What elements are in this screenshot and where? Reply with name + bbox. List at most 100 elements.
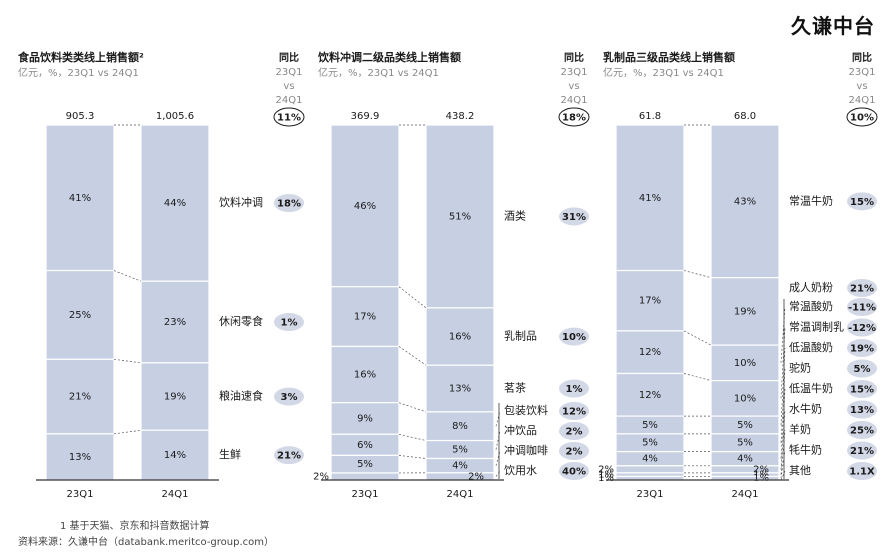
segment-value-label: 19%	[734, 306, 756, 317]
segment-value-label: 10%	[734, 393, 756, 404]
series-growth: 21%	[850, 284, 874, 295]
leader-line	[495, 430, 501, 450]
bar-segment	[615, 465, 685, 474]
series-label: 成人奶粉	[789, 280, 833, 294]
bar-segment	[710, 124, 780, 279]
series-growth-pill	[274, 313, 304, 332]
category-label: 23Q1	[637, 489, 664, 500]
chart-title: 食品饮料类类线上销售额²	[18, 50, 144, 64]
segment-value-label: 5%	[452, 445, 468, 456]
bar-segment	[425, 411, 495, 442]
total-label: 438.2	[446, 111, 475, 122]
segment-value-label: 14%	[164, 450, 186, 461]
series-label: 生鲜	[219, 447, 241, 461]
series-label: 冲饮品	[504, 423, 537, 437]
segment-value-label: 8%	[452, 421, 468, 432]
segment-value-label: 1%	[753, 473, 769, 484]
segment-value-label: 13%	[449, 384, 471, 395]
segment-value-label: 5%	[642, 438, 658, 449]
series-growth-pill	[847, 421, 877, 439]
bar-segment	[45, 269, 115, 360]
total-growth: 18%	[562, 113, 586, 124]
segment-value-label: 5%	[642, 420, 658, 431]
yoy-header: 24Q1	[561, 95, 588, 106]
segment-value-label: 17%	[639, 296, 661, 307]
bar-segment	[425, 124, 495, 309]
segment-value-label: 21%	[69, 392, 91, 403]
bar-segment	[330, 472, 400, 481]
bar-segment	[710, 344, 780, 382]
segment-value-label: 2%	[313, 471, 329, 482]
segment-value-label: 1%	[598, 473, 614, 484]
segment-value-label: 4%	[452, 461, 468, 472]
yoy-header: 23Q1	[849, 67, 876, 78]
series-growth: -12%	[848, 323, 876, 334]
series-growth-pill	[559, 379, 589, 398]
segment-value-label: 1%	[753, 470, 769, 481]
category-label: 23Q1	[67, 489, 94, 500]
total-growth-pill	[273, 107, 305, 127]
leader-line	[780, 368, 786, 443]
series-growth-pill	[847, 359, 877, 378]
segment-value-label: 13%	[69, 452, 91, 463]
connector-line	[683, 373, 712, 381]
category-label: 24Q1	[732, 489, 759, 500]
total-label: 369.9	[351, 111, 380, 122]
segment-value-label: 17%	[354, 312, 376, 323]
segment-value-label: 5%	[357, 459, 373, 470]
bar-segment	[45, 124, 115, 272]
total-growth-pill	[846, 107, 878, 127]
series-label: 常温调制乳	[789, 321, 844, 334]
series-label: 常温酸奶	[789, 299, 833, 313]
series-label: 休闲零食	[219, 314, 263, 328]
series-label: 低温牛奶	[789, 381, 833, 395]
yoy-header: 24Q1	[849, 95, 876, 106]
series-growth: 19%	[850, 344, 874, 355]
leader-line	[780, 388, 786, 459]
series-label: 低温酸奶	[789, 340, 833, 354]
yoy-header: 同比	[852, 51, 872, 64]
bar-segment	[45, 358, 115, 435]
leader-line	[780, 450, 786, 479]
connector-line	[398, 346, 427, 366]
chart-title: 饮料冲调二级品类线上销售额	[317, 50, 461, 64]
bar-segment	[615, 124, 685, 272]
yoy-header: 24Q1	[276, 95, 303, 106]
series-label: 水牛奶	[789, 402, 822, 416]
segment-value-label: 2%	[468, 471, 484, 482]
series-growth-pill	[559, 402, 589, 420]
connector-line	[113, 429, 142, 435]
brand-logo: 久谦中台	[791, 14, 875, 38]
bar-segment	[425, 307, 495, 366]
series-growth-pill	[847, 298, 877, 316]
series-label: 乳制品	[504, 330, 537, 343]
category-label: 23Q1	[352, 489, 379, 500]
yoy-header: vs	[568, 81, 579, 92]
yoy-header: 23Q1	[276, 67, 303, 78]
series-growth: 1%	[566, 384, 583, 395]
bar-segment	[330, 286, 400, 348]
series-growth: 18%	[277, 199, 301, 210]
series-label: 其他	[789, 464, 811, 477]
bar-segment	[710, 380, 780, 417]
connector-line	[113, 358, 142, 364]
series-growth: 15%	[850, 385, 874, 396]
segment-value-label: 46%	[354, 201, 376, 212]
series-growth-pill	[847, 279, 877, 297]
series-growth-pill	[274, 194, 304, 213]
series-growth-pill	[847, 318, 877, 337]
bar-segment	[615, 372, 685, 417]
series-growth: 25%	[850, 426, 874, 437]
bar-segment	[140, 429, 210, 481]
series-growth: 21%	[277, 451, 301, 462]
bar-segment	[330, 402, 400, 435]
segment-value-label: 2%	[753, 464, 769, 475]
segment-value-label: 19%	[164, 392, 186, 403]
segment-value-label: 9%	[357, 413, 373, 424]
series-label: 常温牛奶	[789, 193, 833, 207]
total-growth-pill	[558, 107, 590, 127]
segment-value-label: 44%	[164, 198, 186, 209]
series-label: 茗茶	[504, 382, 526, 395]
series-growth: 2%	[566, 447, 583, 458]
